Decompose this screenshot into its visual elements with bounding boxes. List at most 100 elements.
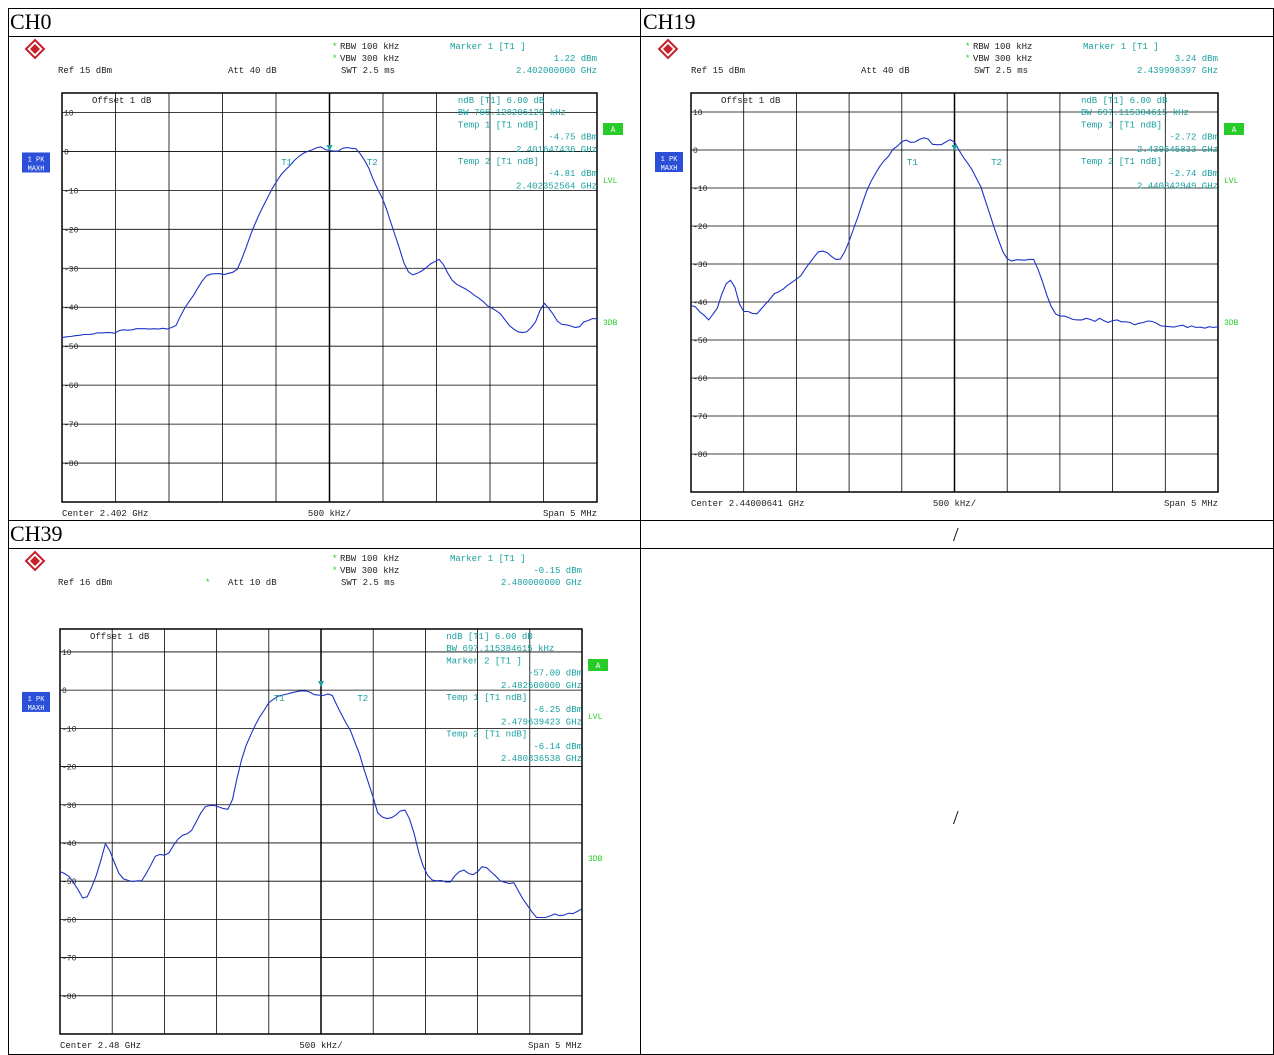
y-tick-label: -20 (62, 764, 77, 773)
info-line: BW 697.115384615 kHz (446, 644, 554, 654)
badge-a-text: A (1232, 126, 1237, 135)
y-tick-label: 0 (693, 147, 698, 156)
rbw-text: RBW 100 kHz (340, 554, 399, 564)
center-freq-text: Center 2.44000641 GHz (691, 499, 804, 509)
header-ch39: CH39 (10, 521, 63, 546)
center-freq-text: Center 2.402 GHz (62, 509, 148, 519)
lvl-label: LVL (603, 177, 618, 186)
trace-badge-pk: 1 PK (661, 156, 679, 164)
lvl-label: LVL (1224, 177, 1239, 186)
rbw-text: RBW 100 kHz (340, 42, 399, 52)
y-tick-label: 0 (62, 687, 67, 696)
empty-cell-text: / (953, 807, 959, 829)
t2-marker-label: T2 (367, 158, 378, 168)
swt-text: SWT 2.5 ms (341, 578, 395, 588)
info-line: -4.75 dBm (548, 133, 597, 143)
rs-logo (24, 38, 46, 60)
badge-a-text: A (611, 126, 616, 135)
att-text: Att 40 dB (861, 66, 910, 76)
marker-level: 3.24 dBm (1175, 54, 1218, 64)
badge-a (603, 123, 623, 135)
marker-freq: 2.439998397 GHz (1137, 66, 1218, 76)
offset-text: Offset 1 dB (90, 632, 150, 642)
marker-1-triangle (951, 145, 958, 151)
info-line: BW 697.115384615 kHz (1081, 108, 1189, 118)
trace-badge-maxh: MAXH (28, 705, 45, 713)
span-text: Span 5 MHz (1164, 499, 1218, 509)
vbw-text: VBW 300 kHz (340, 54, 399, 64)
info-line: Temp 1 [T1 ndB] (446, 693, 527, 703)
trace-line (690, 137, 1219, 329)
header-ch0: CH0 (10, 9, 52, 34)
info-line: 2.479639423 GHz (501, 717, 582, 727)
y-tick-label: -20 (64, 226, 79, 235)
marker-freq: 2.402000000 GHz (516, 66, 597, 76)
info-line: Temp 2 [T1 ndB] (446, 730, 527, 740)
t2-marker-label: T2 (991, 158, 1002, 168)
three-db-label: 3DB (1224, 319, 1239, 328)
rs-logo-core (30, 556, 40, 566)
t1-marker-label: T1 (907, 158, 918, 168)
swt-text: SWT 2.5 ms (974, 66, 1028, 76)
rbw-text: RBW 100 kHz (973, 42, 1032, 52)
y-tick-label: 10 (64, 109, 74, 118)
y-tick-label: -30 (693, 261, 708, 270)
info-line: Temp 2 [T1 ndB] (458, 157, 539, 167)
info-line: -57.00 dBm (528, 669, 582, 679)
info-line: -6.14 dBm (533, 742, 582, 752)
y-tick-label: -70 (693, 413, 708, 422)
empty-header: / (953, 524, 959, 546)
trace-badge-maxh: MAXH (28, 165, 45, 173)
marker-1-triangle (326, 145, 333, 151)
att-star: * (205, 578, 210, 588)
per-division-text: 500 kHz/ (299, 1041, 342, 1051)
marker-level: -0.15 dBm (533, 566, 582, 576)
trace-badge-pk: 1 PK (28, 696, 46, 704)
per-division-text: 500 kHz/ (308, 509, 351, 519)
info-line: 2.402352564 GHz (516, 181, 597, 191)
vbw-text: VBW 300 kHz (340, 566, 399, 576)
t1-marker-label: T1 (274, 694, 285, 704)
info-line: -4.81 dBm (548, 169, 597, 179)
per-division-text: 500 kHz/ (933, 499, 976, 509)
y-tick-label: -10 (693, 185, 708, 194)
offset-text: Offset 1 dB (92, 96, 152, 106)
t2-marker-label: T2 (357, 694, 368, 704)
trace-badge-maxh: MAXH (661, 165, 678, 173)
y-tick-label: -70 (62, 955, 77, 964)
row-divider (8, 36, 1274, 37)
trace-line (59, 690, 583, 919)
marker-1-triangle (318, 681, 324, 687)
trace-badge (655, 152, 683, 172)
y-tick-label: -40 (693, 299, 708, 308)
info-line: 2.401647436 GHz (516, 145, 597, 155)
rs-logo-core (30, 44, 40, 54)
y-tick-label: -80 (64, 460, 79, 469)
info-line: -2.72 dBm (1169, 133, 1218, 143)
vbw-star: * (332, 54, 337, 64)
y-tick-label: -10 (64, 187, 79, 196)
info-line: 2.482500000 GHz (501, 681, 582, 691)
marker-label: Marker 1 [T1 ] (1083, 42, 1159, 52)
y-tick-label: -80 (693, 451, 708, 460)
marker-freq: 2.480000000 GHz (501, 578, 582, 588)
y-tick-label: -30 (64, 265, 79, 274)
y-tick-label: 10 (693, 109, 703, 118)
y-tick-label: -50 (64, 343, 79, 352)
y-tick-label: -60 (693, 375, 708, 384)
rbw-star: * (965, 42, 970, 52)
ref-text: Ref 15 dBm (691, 66, 745, 76)
rbw-star: * (332, 554, 337, 564)
y-tick-label: -50 (62, 878, 77, 887)
spectrum-chart-ch0: * RBW 100 kHz* VBW 300 kHz SWT 2.5 ms Ref 15… (22, 38, 623, 519)
info-line: ndB [T1] 6.00 dB (446, 632, 533, 642)
info-line: Temp 1 [T1 ndB] (1081, 120, 1162, 130)
column-divider (640, 8, 641, 1055)
y-tick-label: 0 (64, 148, 69, 157)
info-line: -2.74 dBm (1169, 169, 1218, 179)
badge-a (588, 659, 608, 671)
ref-text: Ref 16 dBm (58, 578, 112, 588)
row-divider (8, 548, 1274, 549)
y-tick-label: -50 (693, 337, 708, 346)
trace-badge (22, 152, 50, 173)
